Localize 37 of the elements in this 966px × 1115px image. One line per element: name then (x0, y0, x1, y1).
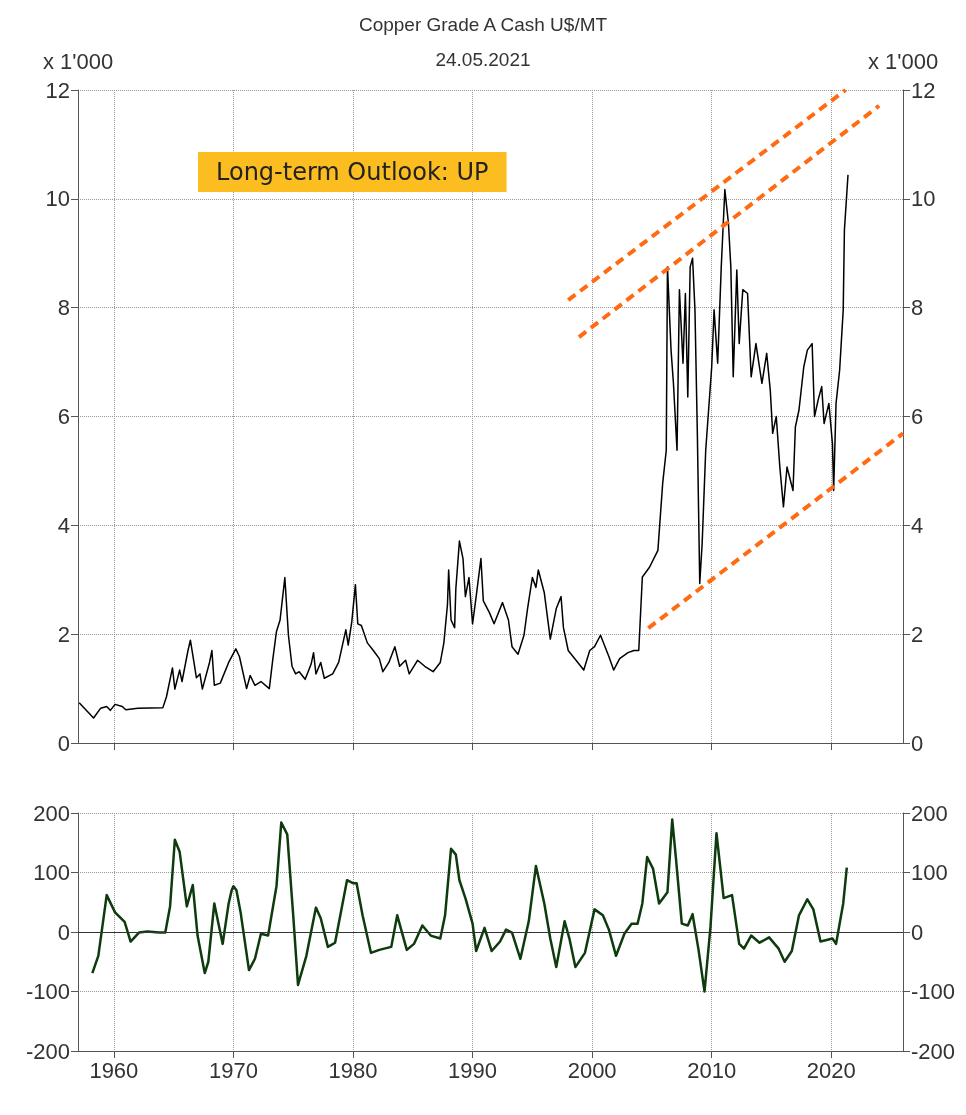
y2-tick-label: 0 (911, 919, 924, 945)
y2-tick-label: -200 (911, 1038, 956, 1064)
y2-tick-label: 200 (911, 800, 948, 826)
y-tick-label: 8 (57, 295, 70, 321)
x-tick-label: 1970 (208, 1057, 258, 1083)
annotation: Long-term Outlook: UP (216, 158, 489, 186)
x-tick-label: 1980 (328, 1057, 378, 1083)
y2-tick-label: 8 (911, 295, 924, 321)
y2-tick-label: 100 (911, 860, 948, 885)
y-axis-title: x 1'000 (42, 48, 114, 74)
y2-tick-label: 2 (911, 621, 924, 647)
y-tick-label: 0 (57, 730, 70, 756)
y2-axis-title: x 1'000 (867, 48, 939, 74)
y-tick-label: 10 (45, 186, 70, 212)
y2-tick-label: 4 (911, 512, 924, 538)
y-tick-label: 4 (57, 512, 70, 538)
x-tick-label: 1990 (448, 1057, 498, 1083)
y2-tick-label: -100 (911, 979, 956, 1004)
x-tick-label: 1960 (89, 1057, 139, 1083)
y-tick-label: 200 (33, 800, 70, 826)
y2-tick-label: 0 (911, 730, 924, 756)
y-tick-label: 6 (57, 404, 70, 429)
line-series (91, 818, 849, 993)
y2-tick-label: 10 (911, 186, 936, 212)
y2-tick-label: 12 (911, 77, 936, 103)
chart-title: Copper Grade A Cash U$/MT (358, 14, 608, 35)
x-tick-label: 2000 (567, 1057, 617, 1083)
chart-subtitle: 24.05.2021 (435, 49, 531, 70)
y-tick-label: -100 (25, 979, 70, 1004)
y2-tick-label: 6 (911, 404, 924, 429)
y-tick-label: -200 (25, 1038, 70, 1064)
y-tick-label: 0 (57, 919, 70, 945)
x-tick-label: 2020 (806, 1057, 856, 1083)
y-tick-label: 2 (57, 621, 70, 647)
y-tick-label: 12 (45, 77, 70, 103)
x-tick-label: 2010 (687, 1057, 737, 1083)
y-tick-label: 100 (33, 860, 70, 885)
